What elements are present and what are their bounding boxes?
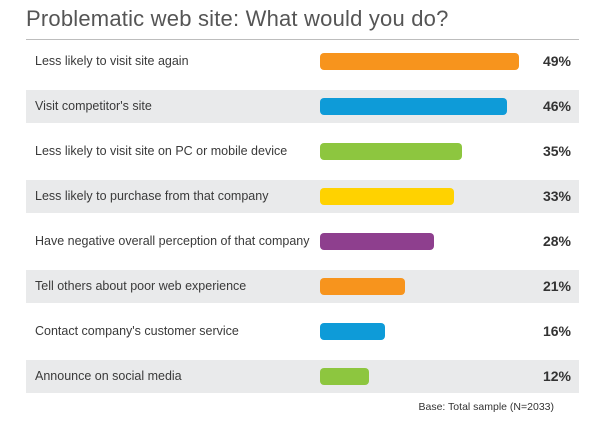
bar: [320, 368, 369, 385]
bar-rows: Less likely to visit site again 49% Visit …: [26, 45, 579, 405]
value-label: 33%: [542, 188, 571, 204]
chart-title: Problematic web site: What would you do?: [26, 6, 449, 31]
base-footnote: Base: Total sample (N=2033): [418, 401, 554, 413]
bar: [320, 233, 434, 250]
category-label: Visit competitor's site: [35, 99, 152, 113]
chart-row: Tell others about poor web experience 21%: [26, 270, 579, 303]
value-label: 12%: [542, 368, 571, 384]
value-label: 28%: [542, 233, 571, 249]
bar: [320, 323, 385, 340]
category-label: Have negative overall perception of that…: [35, 234, 310, 248]
chart-row: Less likely to visit site again 49%: [26, 45, 579, 78]
value-label: 49%: [542, 53, 571, 69]
bar: [320, 143, 463, 160]
category-label: Tell others about poor web experience: [35, 279, 247, 293]
category-label: Less likely to purchase from that compan…: [35, 189, 269, 203]
chart-row: Visit competitor's site 46%: [26, 90, 579, 123]
category-label: Less likely to visit site again: [35, 54, 189, 68]
chart-row: Announce on social media 12%: [26, 360, 579, 393]
chart-row: Less likely to purchase from that compan…: [26, 180, 579, 213]
value-label: 21%: [542, 278, 571, 294]
chart-row: Have negative overall perception of that…: [26, 225, 579, 258]
value-label: 16%: [542, 323, 571, 339]
bar: [320, 188, 455, 205]
category-label: Contact company's customer service: [35, 324, 239, 338]
bar: [320, 278, 406, 295]
bar: [320, 98, 507, 115]
chart-row: Less likely to visit site on PC or mobil…: [26, 135, 579, 168]
title-divider: [26, 39, 579, 40]
category-label: Less likely to visit site on PC or mobil…: [35, 144, 288, 158]
chart-row: Contact company's customer service 16%: [26, 315, 579, 348]
bar: [320, 53, 519, 70]
value-label: 46%: [542, 98, 571, 114]
category-label: Announce on social media: [35, 369, 182, 383]
value-label: 35%: [542, 143, 571, 159]
